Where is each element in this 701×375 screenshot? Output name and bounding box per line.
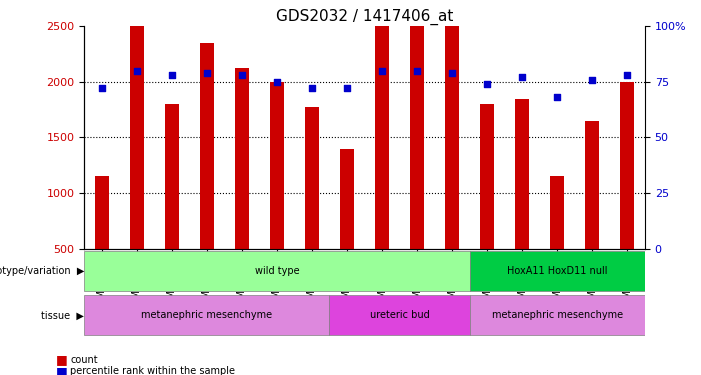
Title: GDS2032 / 1417406_at: GDS2032 / 1417406_at (275, 9, 454, 25)
Bar (270, 82, 284, 249)
Text: ureteric bud: ureteric bud (369, 310, 430, 320)
Point (447, 70, 458, 76)
Bar (620, 82, 634, 249)
Bar (480, 104, 494, 249)
FancyBboxPatch shape (84, 251, 470, 291)
Point (236, 72, 247, 78)
Point (166, 72, 177, 78)
Bar (235, 68, 249, 249)
Text: percentile rank within the sample: percentile rank within the sample (70, 366, 235, 375)
Bar (305, 107, 319, 249)
Bar (445, 18, 459, 249)
Bar (200, 43, 214, 249)
Point (482, 81, 493, 87)
Point (341, 86, 353, 92)
Point (376, 68, 388, 74)
Point (271, 79, 283, 85)
Point (306, 86, 318, 92)
FancyBboxPatch shape (470, 251, 645, 291)
Bar (165, 104, 179, 249)
Text: count: count (70, 355, 97, 365)
Text: ■: ■ (56, 354, 68, 366)
Point (411, 68, 423, 74)
FancyBboxPatch shape (84, 295, 329, 335)
Bar (410, 0, 424, 249)
Text: metanephric mesenchyme: metanephric mesenchyme (141, 310, 273, 320)
Text: ■: ■ (56, 365, 68, 375)
Text: HoxA11 HoxD11 null: HoxA11 HoxD11 null (507, 266, 608, 276)
FancyBboxPatch shape (329, 295, 470, 335)
Point (622, 72, 633, 78)
Bar (95, 176, 109, 249)
Bar (550, 176, 564, 249)
Point (131, 68, 142, 74)
Bar (515, 99, 529, 249)
Text: tissue  ▶: tissue ▶ (41, 310, 84, 320)
Point (517, 74, 528, 80)
Bar (130, 26, 144, 249)
Point (96, 86, 107, 92)
FancyBboxPatch shape (470, 295, 645, 335)
Text: metanephric mesenchyme: metanephric mesenchyme (491, 310, 623, 320)
Point (552, 94, 563, 100)
Bar (585, 121, 599, 249)
Text: genotype/variation  ▶: genotype/variation ▶ (0, 266, 84, 276)
Text: wild type: wild type (254, 266, 299, 276)
Bar (375, 0, 389, 249)
Point (587, 76, 598, 82)
Point (201, 70, 212, 76)
Bar (340, 148, 354, 249)
